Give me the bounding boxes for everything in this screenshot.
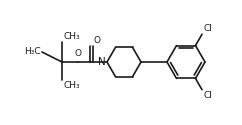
Text: Cl: Cl	[203, 24, 212, 33]
Text: O: O	[93, 36, 100, 45]
Text: CH₃: CH₃	[63, 32, 80, 41]
Text: H₃C: H₃C	[24, 48, 41, 56]
Text: CH₃: CH₃	[63, 81, 80, 90]
Text: N: N	[98, 57, 106, 67]
Text: Cl: Cl	[203, 91, 212, 100]
Text: O: O	[75, 50, 82, 58]
